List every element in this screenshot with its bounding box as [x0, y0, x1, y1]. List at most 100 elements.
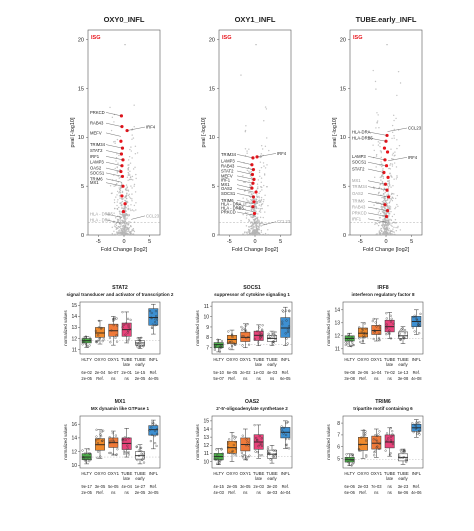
background-point: [257, 179, 260, 181]
gene-label: PRKCD: [90, 110, 105, 115]
background-point: [263, 199, 265, 201]
background-point: [134, 152, 137, 155]
background-point: [261, 203, 264, 205]
background-point: [120, 183, 123, 186]
group-label: late: [386, 476, 394, 481]
background-point: [381, 163, 383, 165]
y-tick-label: 13: [334, 321, 340, 327]
label-leader: [105, 178, 122, 183]
sample-point: [351, 341, 354, 344]
y-axis-label: normalized values: [63, 424, 68, 460]
background-point: [386, 194, 388, 196]
background-point: [391, 215, 394, 218]
sample-point: [373, 454, 376, 457]
gene-label: RAB43: [90, 121, 104, 126]
background-point: [382, 211, 385, 214]
background-point: [389, 233, 392, 235]
background-point: [390, 174, 392, 177]
sample-point: [417, 430, 420, 433]
plot-frame: [211, 415, 293, 469]
stat-value: 3e-05: [240, 484, 251, 489]
label-leader: [367, 201, 386, 205]
stat-value: ns: [243, 376, 247, 381]
background-point: [258, 224, 261, 226]
background-point: [132, 168, 135, 170]
group-label: TUBE: [266, 471, 278, 476]
gene-label: PRKCD: [352, 210, 367, 215]
background-point: [258, 204, 260, 206]
y-tick-label: 10: [203, 459, 209, 465]
background-point: [131, 193, 133, 195]
stat-value: ns: [243, 490, 247, 495]
background-point: [113, 185, 115, 187]
box-oxy0: [358, 437, 368, 451]
gene-label: IRF4: [408, 155, 418, 160]
gene-label: MEFV: [90, 130, 102, 135]
background-point: [379, 221, 381, 224]
background-point: [382, 202, 384, 204]
background-point: [256, 201, 258, 203]
y-tick-label: 7: [337, 433, 340, 439]
y-tick-label: 8: [206, 335, 209, 341]
background-point: [110, 129, 113, 132]
background-point: [245, 217, 248, 219]
background-point: [129, 232, 131, 235]
label-leader: [131, 215, 146, 220]
background-point: [118, 226, 120, 228]
background-point: [373, 149, 375, 152]
label-leader: [105, 156, 124, 161]
sample-point: [136, 337, 139, 340]
sample-point: [126, 444, 129, 447]
background-point: [381, 169, 384, 172]
volcano-title: OXY0_INFL: [104, 15, 145, 24]
stat-value: Ref.: [96, 376, 104, 381]
background-point: [383, 213, 385, 215]
background-point: [267, 229, 269, 231]
stat-value: Ref.: [150, 484, 158, 489]
background-point: [386, 199, 389, 201]
y-tick-label: 0: [81, 233, 84, 239]
background-point: [117, 162, 119, 164]
isg-point: [383, 158, 387, 162]
group-label: OXY1: [371, 471, 383, 476]
background-point: [130, 204, 132, 206]
background-point: [114, 142, 116, 145]
background-point: [256, 224, 258, 227]
group-label: HLTY: [81, 471, 92, 476]
background-point: [389, 200, 391, 202]
background-point: [130, 176, 132, 178]
background-point: [132, 229, 135, 231]
sample-point: [137, 454, 141, 457]
background-point: [255, 207, 258, 209]
background-point: [246, 150, 248, 152]
stat-value: Ref.: [228, 490, 236, 495]
sample-point: [142, 456, 145, 459]
y-tick-label: 10: [209, 135, 215, 141]
background-point: [380, 204, 383, 206]
background-point: [248, 228, 250, 231]
group-label: HLTY: [344, 357, 355, 362]
background-point: [124, 43, 126, 46]
sample-point: [150, 311, 153, 315]
background-point: [121, 207, 123, 209]
sample-point: [213, 348, 216, 351]
sample-point: [413, 330, 416, 333]
stat-value: 2e-05: [148, 490, 159, 495]
background-point: [248, 179, 250, 182]
group-label: HLTY: [213, 471, 224, 476]
sample-point: [398, 332, 401, 335]
background-point: [121, 200, 124, 203]
label-leader: [105, 219, 121, 224]
gene-label: SOCS1: [90, 170, 105, 175]
sample-point: [140, 446, 143, 449]
sample-point: [280, 425, 283, 428]
sample-point: [281, 320, 284, 323]
sample-point: [387, 437, 390, 440]
sample-point: [97, 326, 100, 329]
background-point: [131, 138, 133, 140]
background-point: [124, 233, 126, 235]
sample-point: [344, 341, 347, 344]
label-leader: [236, 175, 255, 180]
background-point: [124, 226, 126, 228]
background-point: [116, 153, 118, 155]
